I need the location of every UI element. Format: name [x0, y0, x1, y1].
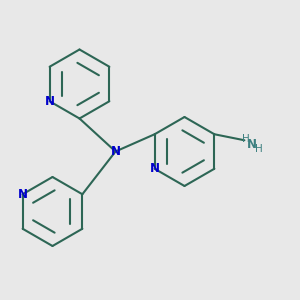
Text: N: N [45, 95, 55, 108]
Text: H: H [255, 144, 262, 154]
Text: N: N [247, 138, 257, 151]
Text: N: N [18, 188, 28, 201]
Text: N: N [110, 145, 121, 158]
Text: H: H [242, 134, 250, 144]
Text: N: N [150, 162, 160, 175]
